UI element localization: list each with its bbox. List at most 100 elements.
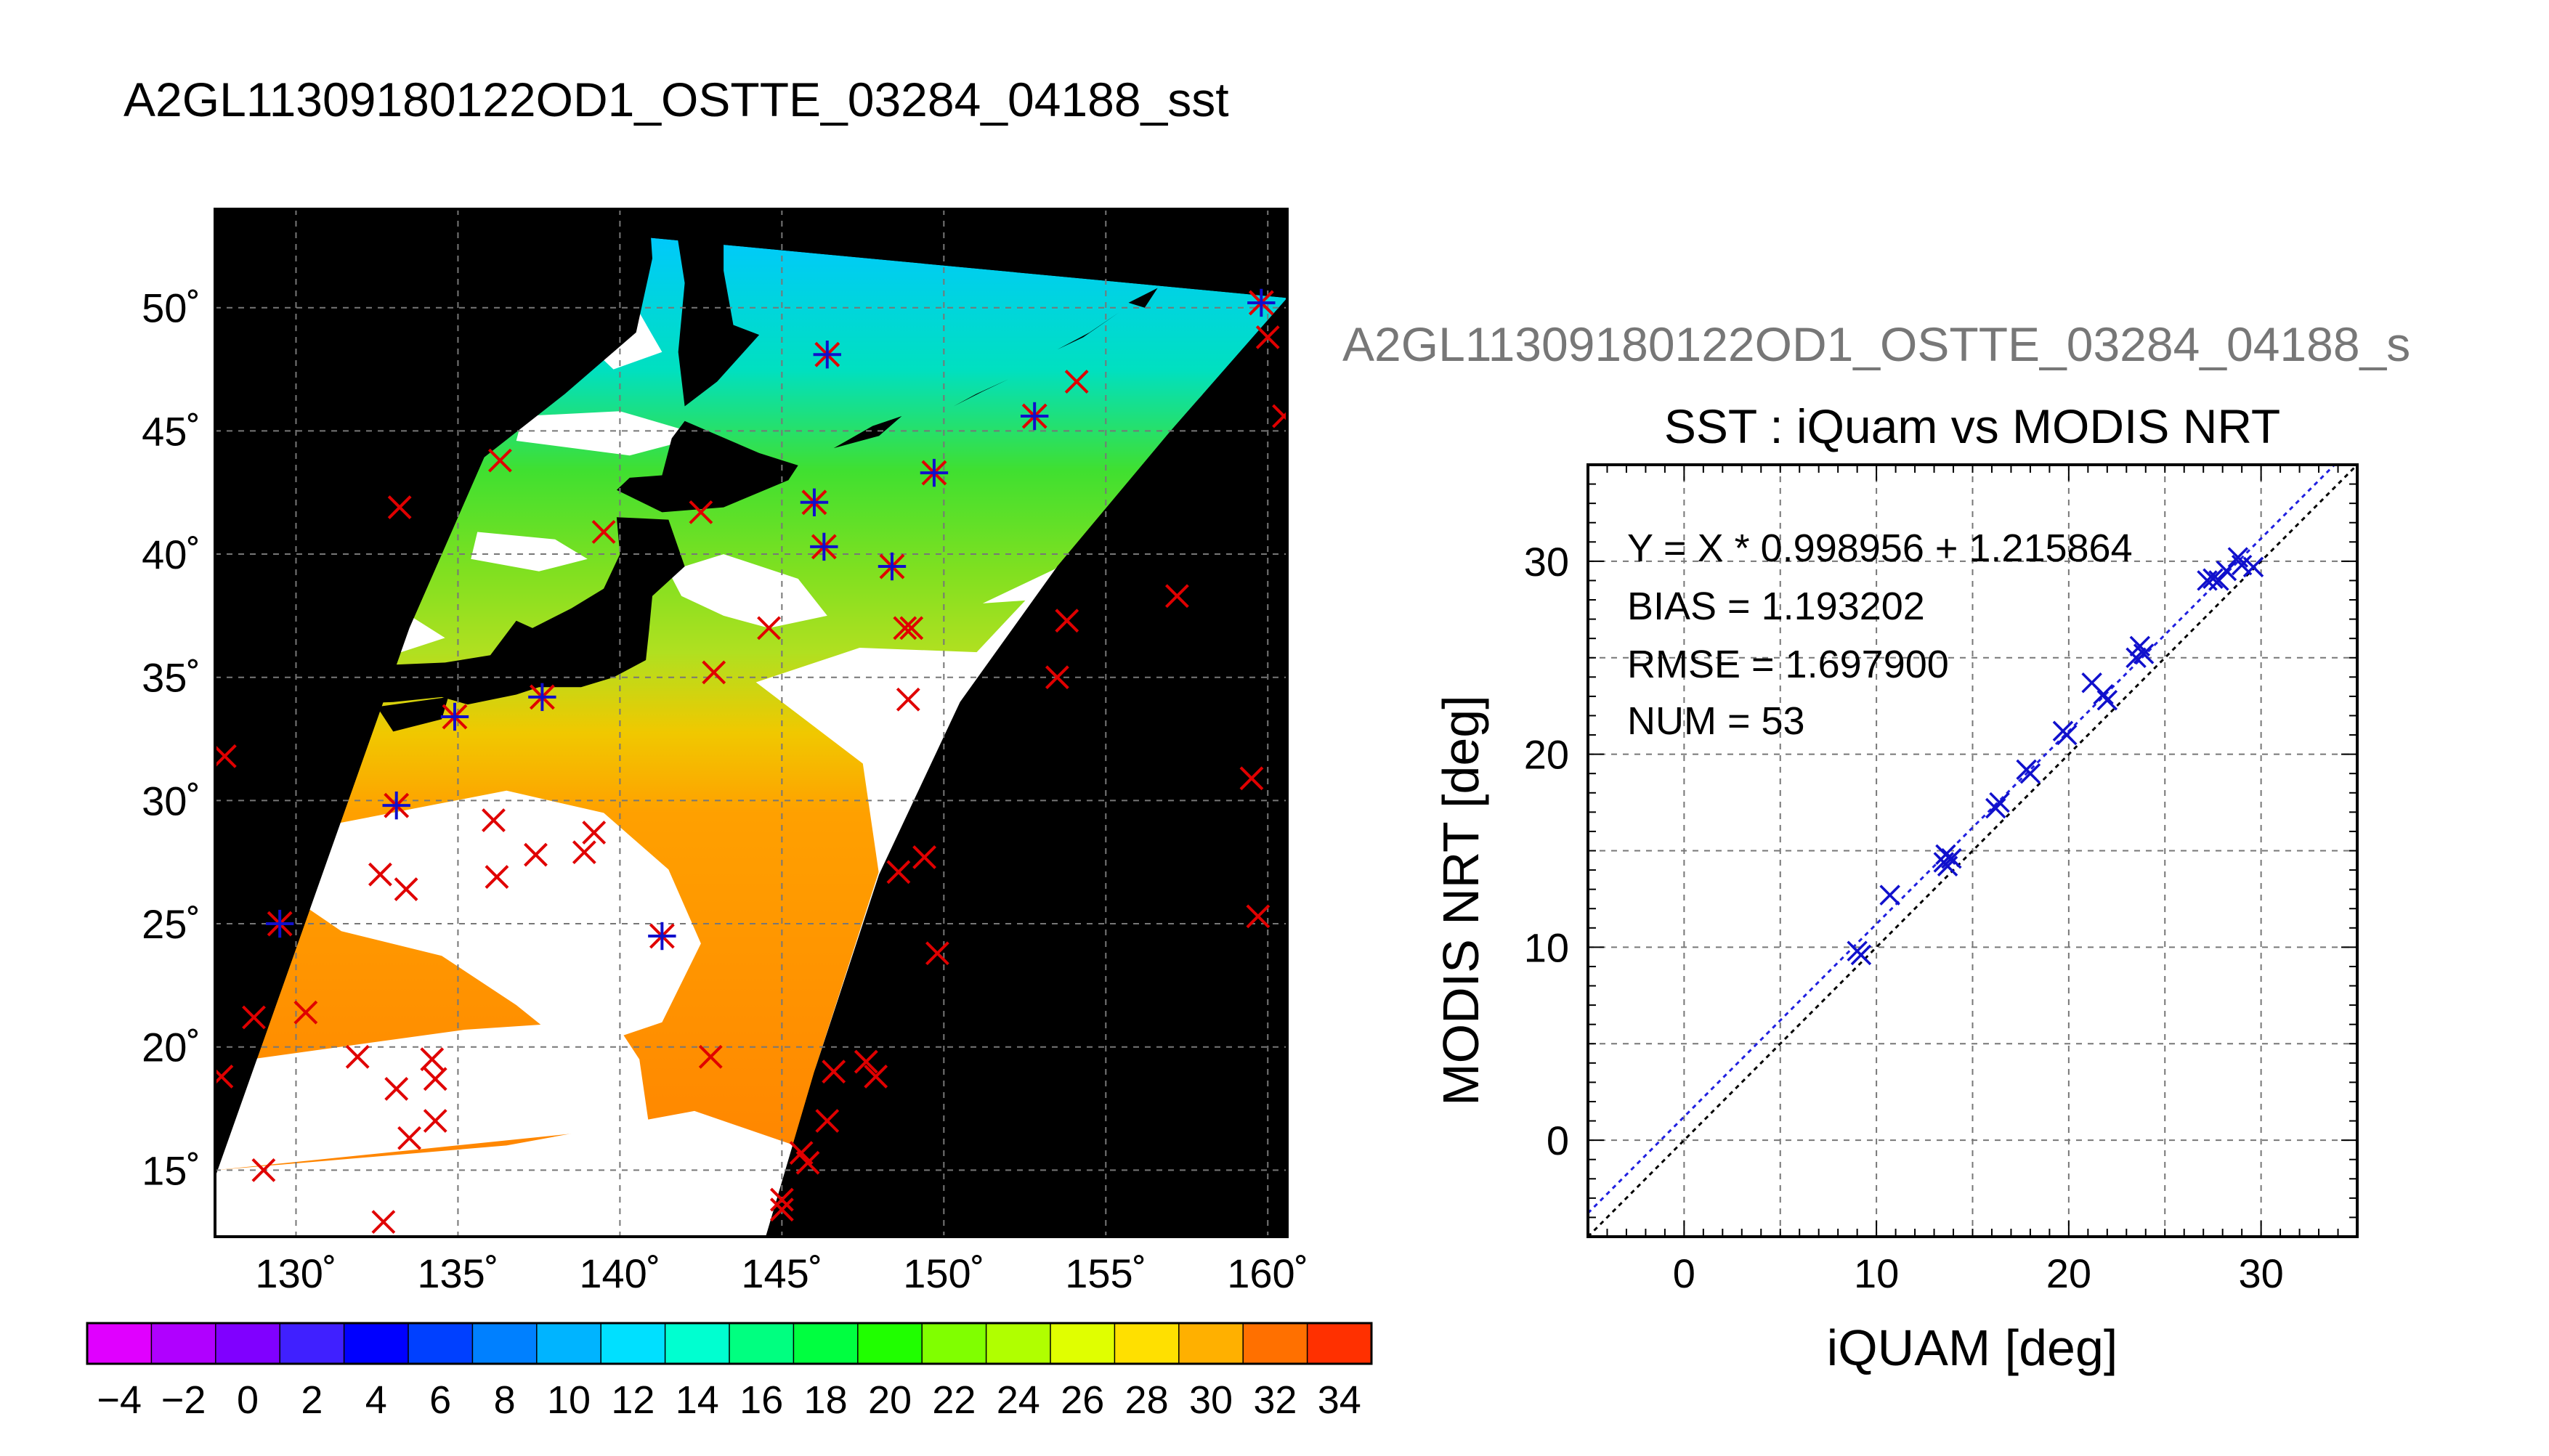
- scatter-y-tick-label: 30: [1524, 539, 1569, 585]
- lon-tick-label: 150˚: [903, 1250, 984, 1296]
- lon-tick-labels: 130˚ 135˚ 140˚ 145˚ 150˚ 155˚ 160˚: [255, 1250, 1308, 1296]
- colorbar-tick-label: 2: [301, 1378, 323, 1422]
- matchup-point-blue: [440, 702, 469, 731]
- matchup-point-red: [757, 616, 781, 640]
- matchup-point-red: [591, 520, 616, 544]
- colorbar-tick-label: 14: [676, 1378, 719, 1422]
- num-value: NUM = 53: [1627, 699, 1805, 743]
- lat-tick-labels: 15˚ 20˚ 25˚ 30˚ 35˚ 40˚ 45˚ 50˚: [142, 285, 200, 1194]
- land-patch: [1128, 288, 1158, 308]
- scatter-y-tick-label: 20: [1524, 732, 1569, 778]
- colorbar-tick-label: 10: [547, 1378, 591, 1422]
- scatter-x-tick-label: 20: [2046, 1250, 2091, 1296]
- matchup-point-blue: [800, 488, 829, 517]
- land-patch: [616, 420, 798, 513]
- colorbar-tick-label: 32: [1253, 1378, 1297, 1422]
- matchup-point-blue: [648, 922, 676, 951]
- matchup-point-blue: [920, 458, 949, 487]
- colorbar-tick-label: 24: [997, 1378, 1040, 1422]
- colorbar-cell: [344, 1323, 409, 1364]
- scatter-point: [2093, 684, 2114, 705]
- lat-tick-label: 45˚: [142, 408, 200, 454]
- matchup-point-red: [485, 865, 509, 889]
- matchup-point-red: [1255, 325, 1280, 349]
- matchup-point-red: [387, 495, 412, 520]
- lat-tick-label: 30˚: [142, 778, 200, 823]
- map-grid: [215, 209, 1287, 1237]
- land-patch: [675, 213, 760, 407]
- lon-tick-label: 135˚: [417, 1250, 498, 1296]
- matchup-point-blue: [1020, 402, 1049, 431]
- matchup-point-red: [1055, 609, 1079, 633]
- matchup-point-red: [899, 616, 924, 640]
- matchup-point-red: [886, 860, 911, 884]
- scatter-point: [2242, 556, 2264, 578]
- colorbar-tick-label: 8: [494, 1378, 516, 1422]
- land-patch: [328, 517, 685, 705]
- matchup-point-red: [795, 1150, 820, 1175]
- scatter-point: [2216, 560, 2237, 582]
- matchup-point-red: [394, 877, 418, 901]
- scatter-y-label: MODIS NRT [deg]: [1432, 695, 1489, 1105]
- matchup-point-red: [702, 660, 726, 685]
- colorbar-cell: [151, 1323, 216, 1364]
- scatter-point: [2208, 570, 2229, 591]
- matchup-point-blue: [265, 909, 294, 938]
- matchup-point-red: [822, 1060, 846, 1084]
- colorbar-tick-label: 16: [739, 1378, 783, 1422]
- cloud-patch: [668, 554, 827, 628]
- matchup-point-blue: [810, 532, 838, 561]
- scatter-x-tick-labels: 0 10 20 30: [1673, 1250, 2284, 1296]
- colorbar-cell: [986, 1323, 1051, 1364]
- scatter-x-label: iQUAM [deg]: [1827, 1319, 2118, 1376]
- colorbar-cell: [87, 1323, 152, 1364]
- scatter-point: [1850, 944, 1872, 966]
- matchup-point-red: [420, 1047, 445, 1072]
- fit-equation: Y = X * 0.998956 + 1.215864: [1627, 526, 2133, 570]
- matchup-point-red: [293, 1000, 318, 1025]
- matchup-point-red: [925, 941, 949, 966]
- colorbar-cell: [1178, 1323, 1244, 1364]
- colorbar-cell: [793, 1323, 859, 1364]
- matchup-point-blue: [382, 791, 410, 820]
- scatter-point: [1985, 797, 2006, 819]
- matchup-point-red: [524, 842, 548, 867]
- matchup-points: [215, 288, 1287, 1235]
- colorbar-cell: [729, 1323, 794, 1364]
- offswath-area: [215, 209, 1287, 1178]
- scatter-panel: 0 10 20 30 0 10 20 30 iQUAM [deg] MODIS NRT [d…: [1432, 463, 2359, 1376]
- matchup-point-red: [371, 1210, 396, 1235]
- matchup-point-red: [397, 1126, 421, 1150]
- colorbar-tick-label: 28: [1125, 1378, 1169, 1422]
- cloud-patch: [280, 790, 701, 1052]
- lon-tick-label: 130˚: [255, 1250, 336, 1296]
- matchup-point-red: [912, 845, 936, 869]
- scatter-points: [1847, 547, 2264, 966]
- bias-value: BIAS = 1.193202: [1627, 585, 1925, 628]
- scatter-point: [2056, 724, 2078, 746]
- main-title: A2GL11309180122OD1_OSTTE_03284_04188_sst: [123, 73, 1229, 126]
- colorbar-cell: [215, 1323, 280, 1364]
- matchup-point-red: [689, 500, 713, 524]
- lat-tick-label: 35˚: [142, 655, 200, 701]
- matchup-point-red: [423, 1109, 447, 1133]
- matchup-point-red: [896, 687, 920, 712]
- matchup-point-red: [482, 808, 506, 832]
- colorbar-tick-label: 26: [1061, 1378, 1104, 1422]
- matchup-point-red: [423, 1067, 447, 1091]
- offswath-area: [766, 298, 1287, 1237]
- lon-tick-label: 155˚: [1065, 1250, 1146, 1296]
- matchup-point-blue: [528, 683, 556, 712]
- colorbar-cell: [857, 1323, 923, 1364]
- cloud-patch: [215, 1110, 795, 1237]
- colorbar-tick-label: 30: [1189, 1378, 1233, 1422]
- colorbar-frame: [86, 1322, 1373, 1365]
- matchup-point-blue: [813, 341, 841, 369]
- scatter-title: SST : iQuam vs MODIS NRT: [1664, 399, 2280, 453]
- matchup-point-red: [1064, 370, 1089, 394]
- lon-tick-label: 140˚: [579, 1250, 660, 1296]
- lat-tick-label: 15˚: [142, 1147, 200, 1193]
- colorbar-tick-label: 12: [611, 1378, 655, 1422]
- lat-tick-label: 40˚: [142, 532, 200, 577]
